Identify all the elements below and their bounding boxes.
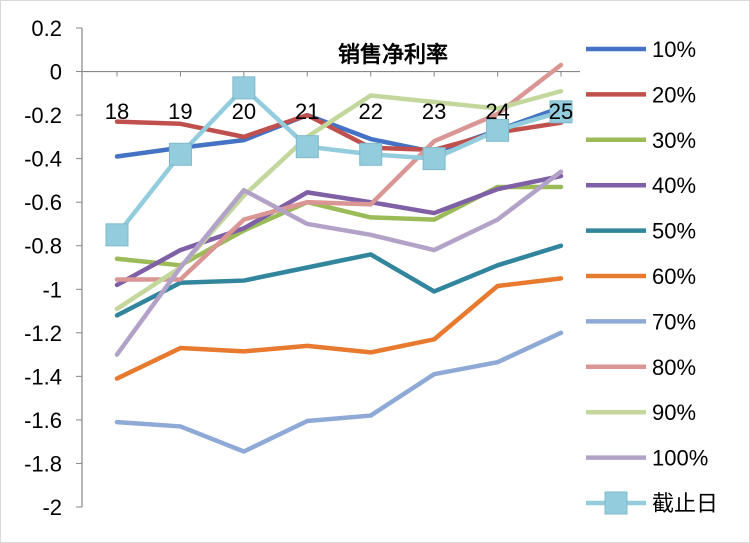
legend-item: 90% — [586, 400, 696, 425]
y-tick-label: -1 — [42, 277, 62, 302]
legend-item: 30% — [586, 128, 696, 153]
legend-label: 30% — [652, 128, 696, 153]
legend-label: 60% — [652, 264, 696, 289]
axis-layer: 0.2 0 -0.2 -0.4 -0.6 -0.8 -1 -1.2 -1.4 -1.6 -1.8 -2 — [24, 16, 580, 520]
series-line-6 — [114, 276, 564, 381]
legend-label: 截止日 — [652, 491, 718, 516]
legend-label: 80% — [652, 355, 696, 380]
series-marker — [105, 223, 129, 247]
legend-item: 70% — [586, 309, 696, 334]
y-tick-label: -0.2 — [24, 103, 62, 128]
legend-item: 60% — [586, 264, 696, 289]
legend-label: 90% — [652, 400, 696, 425]
legend-item: 20% — [586, 82, 696, 107]
legend-marker — [604, 491, 628, 515]
legend-label: 40% — [652, 173, 696, 198]
legend-label: 20% — [652, 82, 696, 107]
y-tick-label: 0 — [50, 60, 62, 85]
chart-title: 销售净利率 — [338, 42, 448, 68]
legend: 10% 20% 30% 40% 50% 60% 70% 80% 90% 100% 截止日 — [586, 37, 718, 516]
series-marker — [359, 142, 383, 166]
y-tick-label: -0.6 — [24, 190, 62, 215]
legend-item: 截止日 — [586, 491, 718, 516]
x-tick-label: 24 — [485, 99, 509, 124]
x-tick-label: 23 — [422, 99, 446, 124]
series-marker — [295, 135, 319, 159]
x-tick-label: 19 — [168, 99, 192, 124]
series-marker — [486, 118, 510, 142]
y-tick-label: -0.4 — [24, 147, 62, 172]
legend-item: 50% — [586, 219, 696, 244]
x-tick-label: 22 — [358, 99, 382, 124]
legend-label: 100% — [652, 446, 708, 471]
y-tick-label: -1.4 — [24, 364, 62, 389]
y-tick-label: 0.2 — [31, 16, 62, 41]
legend-label: 10% — [652, 37, 696, 62]
series-layer — [105, 62, 573, 454]
series-line-5 — [114, 243, 564, 318]
x-tick-label: 21 — [295, 99, 319, 124]
legend-item: 10% — [586, 37, 696, 62]
series-line-10 — [114, 169, 564, 357]
legend-item: 100% — [586, 446, 708, 471]
series-marker — [232, 76, 256, 100]
y-tick-label: -0.8 — [24, 234, 62, 259]
x-tick-labels: 18 19 20 21 22 23 24 25 — [105, 99, 573, 124]
series-line-7 — [114, 330, 564, 454]
series-marker — [168, 142, 192, 166]
y-tick-label: -2 — [42, 495, 62, 520]
x-tick-label: 18 — [105, 99, 129, 124]
series-marker — [549, 100, 573, 124]
x-tick-label: 20 — [232, 99, 256, 124]
legend-item: 40% — [586, 173, 696, 198]
y-tick-label: -1.8 — [24, 451, 62, 476]
series-line-4 — [114, 173, 564, 288]
series-line-8 — [114, 62, 564, 282]
series-marker — [422, 147, 446, 171]
x-tick-label: 25 — [549, 99, 573, 124]
legend-label: 70% — [652, 309, 696, 334]
y-tick-label: -1.6 — [24, 408, 62, 433]
legend-item: 80% — [586, 355, 696, 380]
y-tick-label: -1.2 — [24, 321, 62, 346]
legend-label: 50% — [652, 219, 696, 244]
